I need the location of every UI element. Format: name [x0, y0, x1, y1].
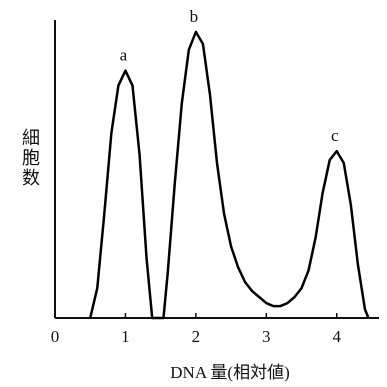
x-tick-label: 2: [192, 327, 201, 346]
peak-label: a: [120, 46, 128, 65]
peak-label: c: [331, 126, 339, 145]
x-tick-label: 3: [262, 327, 271, 346]
x-axis-label: DNA 量(相対値): [170, 363, 289, 382]
x-tick-label: 1: [121, 327, 130, 346]
x-tick-label: 0: [51, 327, 60, 346]
curve: [89, 30, 370, 320]
x-tick-label: 4: [332, 327, 341, 346]
peak-label: b: [190, 7, 199, 26]
y-axis-label: 細胞数: [19, 128, 40, 188]
